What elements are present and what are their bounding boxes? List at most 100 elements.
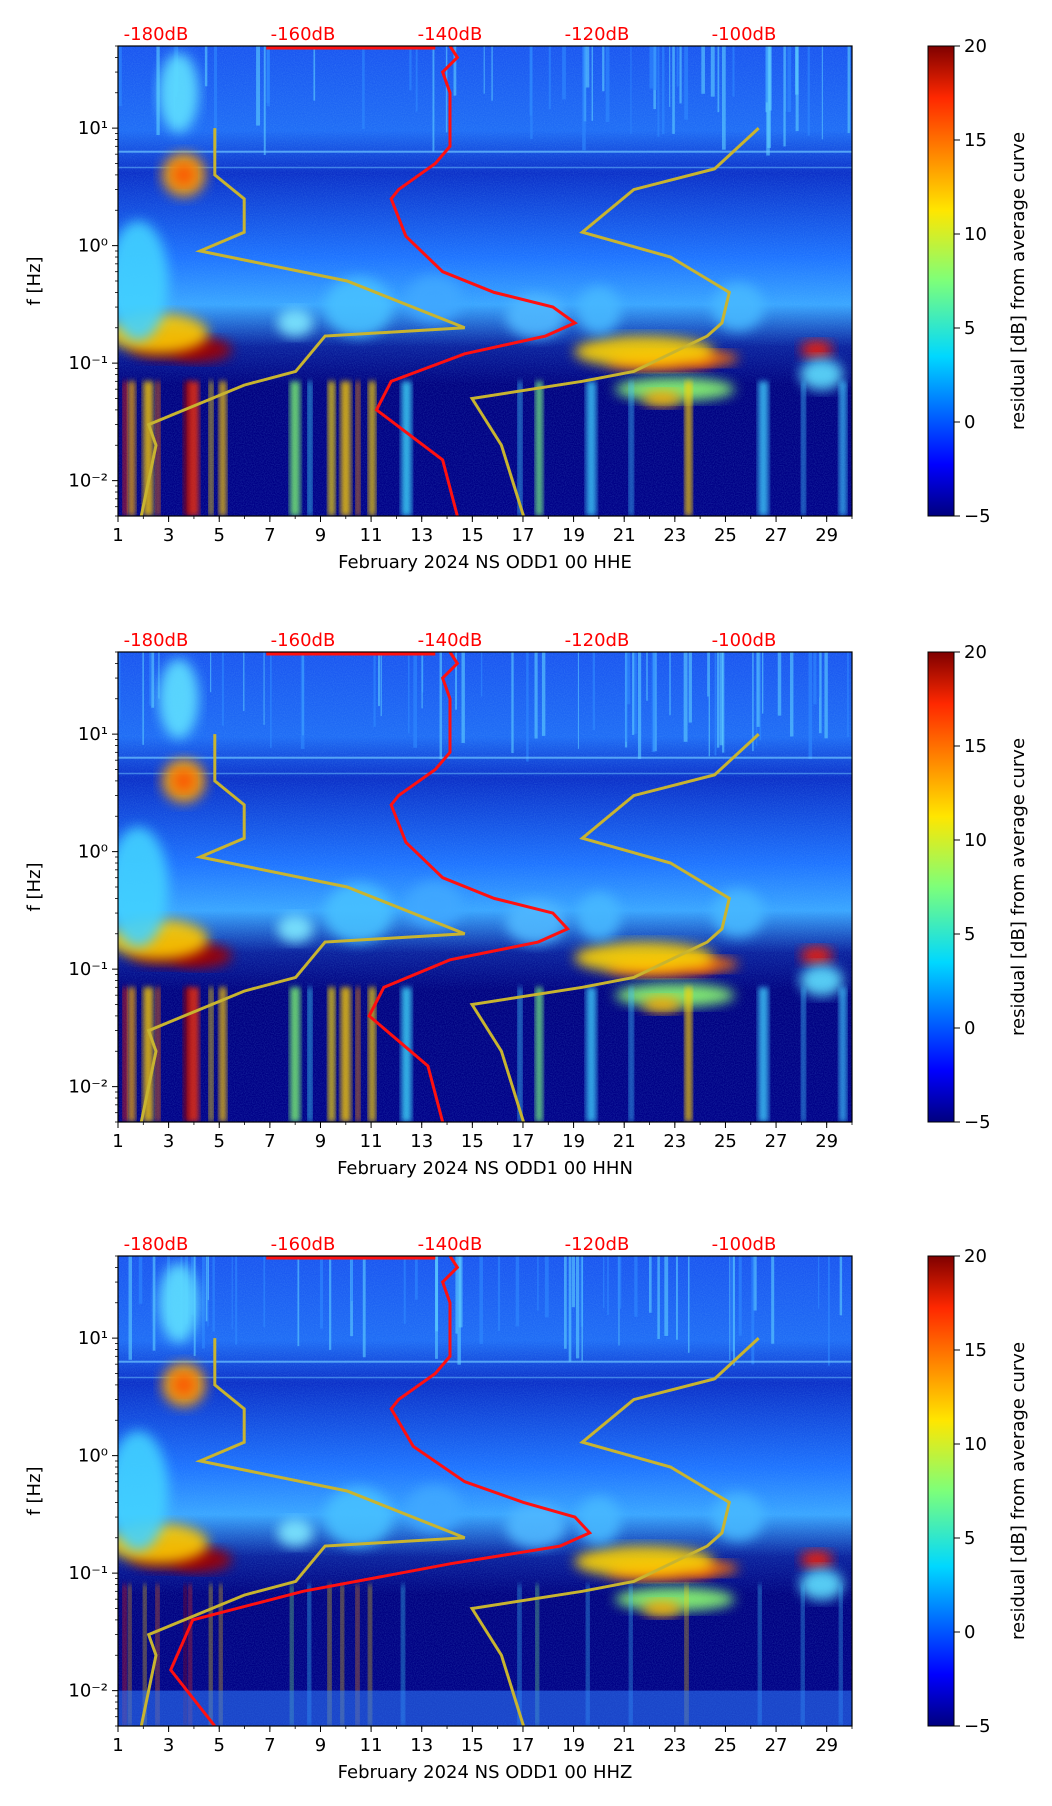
- lowfreq-streak: [290, 1584, 294, 1726]
- colorbar-title: residual [dB] from average curve: [1008, 1342, 1029, 1640]
- spectral-blob: [158, 1262, 199, 1343]
- streak: [783, 46, 786, 147]
- spectral-blob: [173, 164, 194, 185]
- x-tick-label: 15: [461, 1735, 484, 1756]
- streak: [350, 1256, 353, 1302]
- streak: [765, 46, 768, 103]
- spectral-blob: [277, 308, 314, 337]
- x-tick-label: 21: [613, 525, 636, 546]
- top-db-label: -100dB: [712, 1234, 777, 1255]
- streak: [207, 1256, 209, 1301]
- streak: [204, 46, 208, 87]
- streak: [710, 46, 715, 97]
- lowfreq-streak: [629, 381, 634, 516]
- streak: [687, 1256, 690, 1353]
- streak: [714, 652, 717, 756]
- x-axis-title: February 2024 NS ODD1 00 HHN: [337, 1158, 633, 1179]
- streak: [156, 46, 160, 136]
- chart-panel-hhe: 1 3 5 7 9 11 13 15 17 19 21 23 25 27 2910⁻²10⁻¹10⁰10¹-…: [24, 24, 1029, 573]
- spectral-blob: [800, 946, 833, 965]
- lowfreq-streak: [535, 987, 543, 1122]
- lowfreq-streak: [307, 987, 312, 1122]
- lowfreq-streak: [535, 381, 543, 516]
- streak: [313, 46, 316, 101]
- streak: [413, 652, 418, 748]
- streak: [759, 652, 762, 741]
- streak: [483, 46, 485, 94]
- streak: [415, 46, 418, 112]
- spectral-blob: [642, 390, 683, 407]
- streak: [158, 652, 160, 699]
- y-tick-label: 10⁻²: [68, 471, 108, 492]
- spectral-blob: [574, 335, 715, 368]
- top-db-label: -160dB: [271, 1234, 336, 1255]
- x-tick-label: 25: [714, 525, 737, 546]
- lowfreq-streak: [340, 1584, 344, 1726]
- lowfreq-streak: [143, 987, 154, 1122]
- lowfreq-streak: [328, 1584, 332, 1726]
- top-db-label: -140dB: [418, 24, 483, 45]
- streak: [571, 1256, 576, 1308]
- streak: [769, 46, 772, 111]
- lowfreq-streak: [801, 381, 806, 516]
- lowfreq-streak: [183, 1584, 187, 1726]
- streak: [497, 1256, 501, 1331]
- lowfreq-streak: [629, 987, 634, 1122]
- lowfreq-streak: [629, 1584, 633, 1726]
- x-axis-title: February 2024 NS ODD1 00 HHZ: [338, 1762, 633, 1783]
- colorbar: [927, 45, 955, 517]
- lowfreq-streak: [401, 1584, 405, 1726]
- streak: [605, 46, 610, 123]
- streak: [548, 46, 551, 110]
- noise-model-curve: [139, 128, 466, 516]
- noise-model-curve: [469, 127, 760, 516]
- streak: [152, 1256, 156, 1351]
- spectral-blob: [173, 770, 194, 791]
- streak: [653, 46, 657, 91]
- lowfreq-streak: [219, 1584, 223, 1726]
- x-tick-label: 21: [613, 1131, 636, 1152]
- colorbar-title: residual [dB] from average curve: [1008, 738, 1029, 1036]
- x-tick-label: 17: [512, 1735, 535, 1756]
- lowfreq-streak: [355, 381, 360, 516]
- x-tick-label: 13: [410, 1131, 433, 1152]
- lowfreq-streak: [188, 1584, 192, 1726]
- streak: [568, 1256, 572, 1362]
- spectral-blob: [642, 1600, 683, 1617]
- streak: [708, 652, 710, 757]
- streak: [607, 1256, 609, 1316]
- spectral-blob: [800, 1550, 833, 1569]
- streak: [585, 46, 590, 88]
- lowfreq-streak: [290, 381, 301, 516]
- streak: [617, 1256, 622, 1309]
- streak: [479, 1256, 483, 1344]
- lowfreq-streak: [290, 987, 301, 1122]
- streak: [537, 1256, 539, 1311]
- streak: [564, 1256, 567, 1349]
- streak: [669, 46, 671, 107]
- colorbar: [927, 1255, 955, 1727]
- lowfreq-streak: [684, 381, 692, 516]
- y-axis-title: f [Hz]: [24, 862, 45, 911]
- streak: [453, 46, 457, 96]
- streak: [263, 46, 266, 155]
- spectral-blob: [799, 1568, 844, 1601]
- streak: [807, 46, 810, 136]
- colorbar-tick-label: −5: [964, 1716, 991, 1737]
- x-tick-label: 25: [714, 1131, 737, 1152]
- streak: [664, 1256, 669, 1336]
- streak: [625, 652, 628, 742]
- colorbar-tick-label: 0: [964, 1018, 975, 1039]
- lowfreq-streak: [355, 987, 360, 1122]
- streak: [662, 46, 665, 135]
- streak: [300, 652, 305, 749]
- streak: [362, 46, 365, 129]
- x-tick-label: 29: [815, 1735, 838, 1756]
- x-tick-label: 9: [315, 525, 326, 546]
- noise-model-curve: [139, 734, 466, 1122]
- lowfreq-streak: [188, 381, 199, 516]
- x-tick-label: 19: [562, 1131, 585, 1152]
- streak: [818, 1256, 820, 1309]
- lowfreq-streak: [801, 1584, 805, 1726]
- streak: [421, 652, 423, 709]
